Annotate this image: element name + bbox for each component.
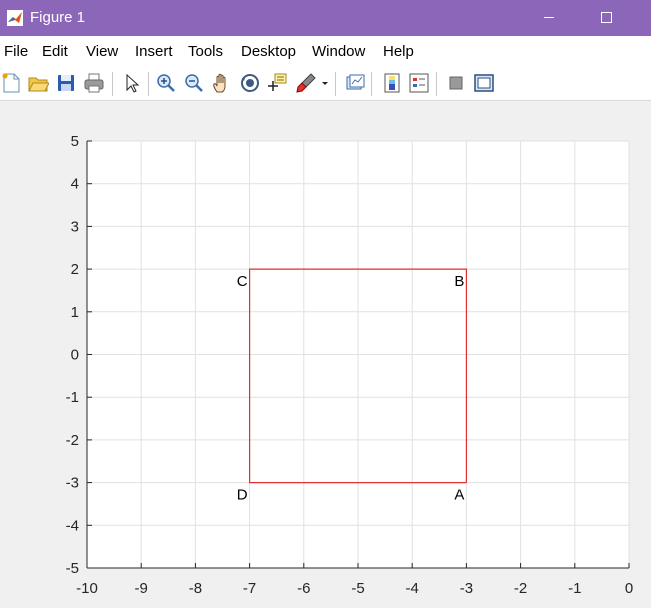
x-tick-label: -4 [406, 580, 419, 597]
minimize-button[interactable] [526, 0, 572, 36]
x-tick-label: 0 [625, 580, 633, 597]
menu-help[interactable]: Help [383, 43, 414, 60]
y-tick-label: -4 [66, 517, 79, 534]
menu-desktop[interactable]: Desktop [241, 43, 297, 60]
x-tick-label: -10 [76, 580, 98, 597]
minimize-icon [544, 17, 554, 18]
figure-canvas: -10 -9 -8 -7 -6 -5 -4 -3 -2 -1 0 -5 -4 -3 -2 -1 0 1 2 3 4 5 … [0, 101, 651, 608]
y-tick-labels: -5 -4 -3 -2 -1 0 1 2 3 4 5 [66, 133, 79, 577]
toolbar-separator [335, 72, 336, 96]
print-icon[interactable] [83, 72, 105, 94]
axis-lines [86, 140, 630, 569]
menu-edit[interactable]: Edit [42, 43, 68, 60]
point-label-a: A [454, 487, 464, 504]
y-tick-label: 5 [71, 133, 79, 150]
matlab-logo-icon [7, 10, 23, 26]
y-tick-label: 3 [71, 218, 79, 235]
x-tick-label: -3 [460, 580, 473, 597]
toolbar-separator [148, 72, 149, 96]
menu-insert[interactable]: Insert [135, 43, 173, 60]
hide-plot-tools-icon[interactable] [445, 72, 467, 94]
series-line [249, 268, 467, 484]
x-tick-label: -5 [351, 580, 364, 597]
x-tick-labels: -10 -9 -8 -7 -6 -5 -4 -3 -2 -1 0 [76, 580, 633, 597]
legend-icon[interactable] [408, 72, 430, 94]
zoom-in-icon[interactable] [155, 72, 177, 94]
point-labels: A B C D [237, 273, 465, 504]
rotate-3d-icon[interactable] [239, 72, 261, 94]
title-bar: Figure 1 [0, 0, 651, 36]
toolbar [0, 66, 651, 101]
link-plot-icon[interactable] [344, 72, 366, 94]
menu-window[interactable]: Window [312, 43, 366, 60]
y-tick-label: -3 [66, 475, 79, 492]
x-tick-label: -9 [135, 580, 148, 597]
menu-file[interactable]: File [4, 43, 29, 60]
new-figure-icon[interactable] [0, 72, 22, 94]
y-tick-label: -5 [66, 560, 79, 577]
toolbar-separator [436, 72, 437, 96]
brush-dropdown-icon[interactable] [319, 72, 331, 94]
zoom-out-icon[interactable] [183, 72, 205, 94]
toolbar-separator [112, 72, 113, 96]
x-tick-label: -8 [189, 580, 202, 597]
maximize-icon [601, 12, 612, 23]
select-pointer-icon[interactable] [121, 72, 143, 94]
y-tick-label: 2 [71, 261, 79, 278]
pan-hand-icon[interactable] [211, 72, 233, 94]
data-cursor-icon[interactable] [266, 72, 288, 94]
menu-view[interactable]: View [86, 43, 119, 60]
save-icon[interactable] [55, 72, 77, 94]
y-tick-label: -1 [66, 389, 79, 406]
point-label-d: D [237, 487, 248, 504]
menu-bar: File Edit View Insert Tools Desktop Wind… [0, 36, 651, 66]
maximize-button[interactable] [584, 0, 630, 36]
window-title: Figure 1 [30, 9, 86, 26]
show-plot-tools-icon[interactable] [473, 72, 495, 94]
y-tick-label: -2 [66, 432, 79, 449]
y-tick-label: 1 [71, 304, 79, 321]
x-tick-label: -2 [514, 580, 527, 597]
toolbar-separator [371, 72, 372, 96]
y-tick-label: 0 [71, 347, 79, 364]
y-tick-label: 4 [71, 176, 79, 193]
open-file-icon[interactable] [27, 72, 49, 94]
point-label-b: B [454, 273, 464, 290]
series-layer [249, 268, 467, 484]
brush-icon[interactable] [295, 72, 317, 94]
x-tick-label: -6 [297, 580, 310, 597]
colorbar-icon[interactable] [381, 72, 403, 94]
x-tick-label: -7 [243, 580, 256, 597]
menu-tools[interactable]: Tools [188, 43, 224, 60]
plot-axes[interactable]: -10 -9 -8 -7 -6 -5 -4 -3 -2 -1 0 -5-4-3-2-1012345 … [0, 101, 651, 608]
x-tick-label: -1 [568, 580, 581, 597]
point-label-c: C [237, 273, 248, 290]
